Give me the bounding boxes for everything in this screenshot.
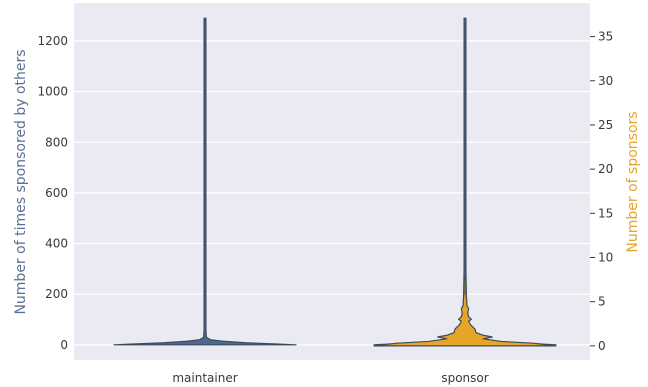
left-tick-label: 0 (60, 338, 68, 352)
x-tick-label: maintainer (172, 371, 237, 385)
grid-lines (74, 40, 590, 346)
right-axis-ticks: 0 5 10 15 20 25 30 35 (590, 30, 613, 353)
right-tick-label: 0 (598, 339, 606, 353)
right-tick-label: 35 (598, 30, 613, 44)
x-tick-label: sponsor (441, 371, 488, 385)
right-tick-label: 30 (598, 74, 613, 88)
right-tick-label: 5 (598, 295, 606, 309)
left-tick-label: 1200 (37, 34, 68, 48)
violins (113, 17, 557, 347)
right-axis-title: Number of sponsors (625, 111, 641, 252)
left-tick-label: 200 (45, 287, 68, 301)
right-tick-label: 25 (598, 118, 613, 132)
left-tick-label: 400 (45, 237, 68, 251)
right-tick-label: 20 (598, 162, 613, 176)
right-tick-label: 15 (598, 206, 613, 220)
left-axis-title: Number of times sponsored by others (13, 49, 29, 314)
left-tick-label: 1000 (37, 85, 68, 99)
left-axis-ticks: 0 200 400 600 800 1000 1200 (37, 34, 68, 352)
left-tick-label: 800 (45, 135, 68, 149)
right-tick-label: 10 (598, 250, 613, 264)
violin-maintainer-left (113, 17, 297, 346)
plot-background (74, 3, 590, 360)
left-tick-label: 600 (45, 186, 68, 200)
x-axis-ticks: maintainer sponsor (172, 371, 488, 385)
violin-sponsor-right (373, 278, 557, 347)
